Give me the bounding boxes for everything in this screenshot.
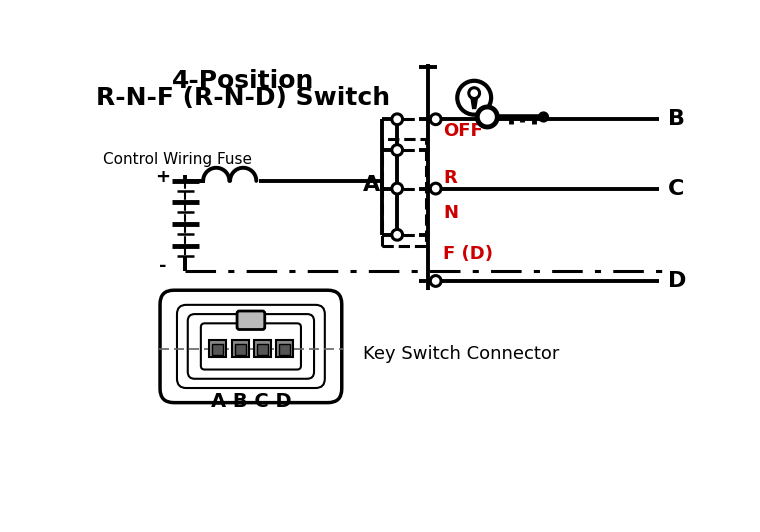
- Bar: [254, 340, 271, 357]
- Text: C: C: [668, 179, 685, 198]
- Bar: [280, 344, 290, 355]
- Text: R-N-F (R-N-D) Switch: R-N-F (R-N-D) Switch: [96, 86, 391, 110]
- Bar: [257, 344, 268, 355]
- Circle shape: [430, 183, 441, 194]
- Circle shape: [458, 81, 491, 115]
- Bar: [382, 138, 426, 246]
- Text: R: R: [443, 169, 458, 187]
- Circle shape: [430, 114, 441, 124]
- Circle shape: [477, 107, 497, 127]
- Text: +: +: [155, 168, 169, 186]
- Text: 4-Position: 4-Position: [172, 69, 315, 93]
- Circle shape: [430, 276, 441, 286]
- Circle shape: [392, 183, 403, 194]
- Text: Key Switch Connector: Key Switch Connector: [363, 345, 559, 363]
- Text: OFF: OFF: [443, 122, 483, 140]
- Text: D: D: [668, 271, 686, 291]
- Text: A B C D: A B C D: [211, 393, 291, 411]
- Text: B: B: [668, 109, 686, 129]
- Bar: [232, 340, 249, 357]
- Circle shape: [392, 114, 403, 124]
- Circle shape: [392, 229, 403, 240]
- Text: F (D): F (D): [443, 245, 493, 263]
- Circle shape: [540, 113, 547, 121]
- Polygon shape: [471, 98, 477, 109]
- Bar: [277, 340, 293, 357]
- Bar: [235, 344, 245, 355]
- Circle shape: [469, 88, 480, 98]
- Text: -: -: [159, 257, 166, 276]
- FancyBboxPatch shape: [237, 311, 264, 329]
- Text: N: N: [443, 204, 458, 222]
- Circle shape: [392, 145, 403, 155]
- Text: Control Wiring Fuse: Control Wiring Fuse: [103, 152, 252, 167]
- Bar: [209, 340, 226, 357]
- Text: A: A: [363, 174, 381, 195]
- Bar: [212, 344, 223, 355]
